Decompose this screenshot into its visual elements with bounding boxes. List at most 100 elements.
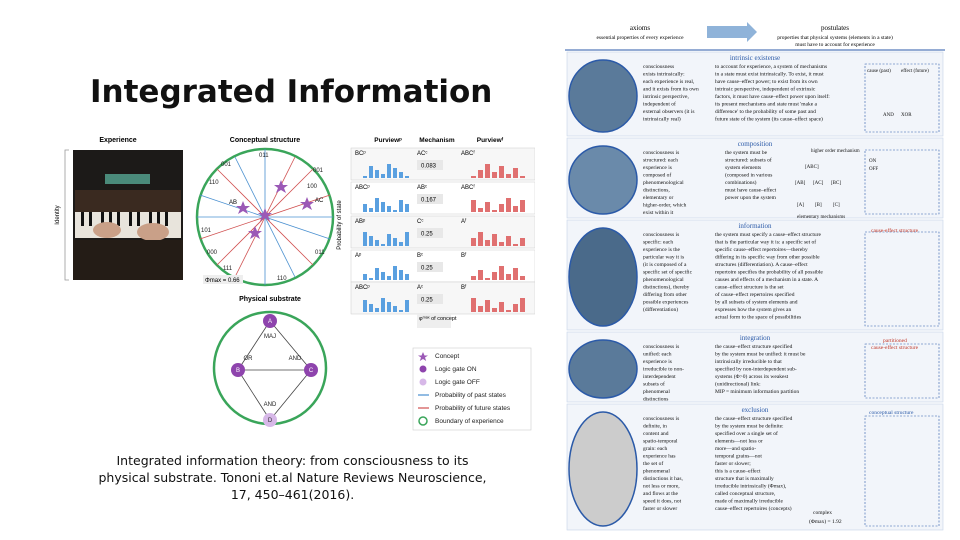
svg-text:D: D xyxy=(268,418,273,424)
node-ac: AC xyxy=(315,198,324,204)
piano-body xyxy=(75,190,181,212)
repertoire-row: ABᵖ Cᶜ Aᶠ0.25 xyxy=(351,216,535,248)
svg-text:called conceptual structure,: called conceptual structure, xyxy=(715,491,776,497)
section-photo xyxy=(569,412,637,526)
future-bar xyxy=(513,206,518,212)
past-bar xyxy=(399,270,403,280)
svg-text:factors, it must have cause–ef: factors, it must have cause–effect power… xyxy=(715,93,830,100)
section-title: exclusion xyxy=(742,406,769,414)
row-phi: 0.083 xyxy=(421,164,437,170)
past-bar xyxy=(399,310,403,312)
past-bar xyxy=(387,206,391,212)
section-photo xyxy=(569,340,637,398)
future-bar xyxy=(499,166,504,178)
svg-text:have cause–effect power; to ex: have cause–effect power; to exist from i… xyxy=(715,78,818,85)
future-bar xyxy=(485,278,490,280)
future-bar xyxy=(492,210,497,212)
phi-value-label: (Φmax) = 1.92 xyxy=(809,518,842,525)
svg-text:that is the particular way it: that is the particular way it is: a spec… xyxy=(715,239,816,246)
svg-text:structured: each: structured: each xyxy=(643,158,678,164)
svg-text:Logic gate ON: Logic gate ON xyxy=(435,366,477,373)
past-bar xyxy=(363,274,367,280)
svg-text:elementary or: elementary or xyxy=(643,195,674,201)
arrow-icon xyxy=(707,22,757,42)
svg-text:consciousness: consciousness xyxy=(643,64,674,70)
row-label-mech: Bᶜ xyxy=(417,253,423,259)
identity-label: Identity xyxy=(55,205,61,224)
svg-text:by all subsets of system eleme: by all subsets of system elements and xyxy=(715,299,798,306)
svg-text:faster or slower;: faster or slower; xyxy=(715,460,751,467)
future-bar xyxy=(506,236,511,246)
future-bar xyxy=(513,304,518,312)
concept-star-icon xyxy=(300,197,314,210)
svg-text:consciousness is: consciousness is xyxy=(643,344,679,350)
svg-text:Boundary of experience: Boundary of experience xyxy=(435,418,504,425)
section-title: integration xyxy=(740,334,771,342)
svg-text:the system must specify a caus: the system must specify a cause–effect s… xyxy=(715,231,821,238)
svg-text:001: 001 xyxy=(313,168,324,174)
gate-label-maj: MAJ xyxy=(264,334,276,340)
future-bar xyxy=(485,300,490,312)
past-bar xyxy=(405,176,409,178)
y-axis-label: Probability of state xyxy=(337,200,343,250)
past-bar xyxy=(381,244,385,246)
future-bar xyxy=(485,202,490,212)
hand-right xyxy=(137,223,169,241)
svg-text:structures (differentiation).: structures (differentiation). A cause–ef… xyxy=(715,261,808,268)
future-bar xyxy=(471,200,476,212)
row-label-past: Aᵖ xyxy=(355,253,362,259)
past-bar xyxy=(381,174,385,178)
svg-text:structure that is maximally: structure that is maximally xyxy=(715,476,774,482)
row-label-future: ABCᶠ xyxy=(461,184,475,191)
iit-left-figure: Experience Identity Conceptual structure… xyxy=(45,130,535,435)
svg-text:101: 101 xyxy=(201,228,212,234)
higher-order-label: higher order mechanism xyxy=(811,149,860,154)
future-bar xyxy=(471,298,476,312)
svg-text:to account for experience, a s: to account for experience, a system of m… xyxy=(715,63,827,70)
past-bar xyxy=(399,200,403,212)
svg-text:cause–effect structure is the: cause–effect structure is the set xyxy=(715,284,784,291)
concept-star-icon xyxy=(274,180,288,193)
svg-text:difference' to the probability: difference' to the probability of some p… xyxy=(715,108,816,115)
row-label-past: ABCᵖ xyxy=(355,285,370,291)
svg-text:elements—not less or: elements—not less or xyxy=(715,439,763,445)
future-bar xyxy=(492,308,497,312)
past-bar xyxy=(387,302,391,312)
svg-text:100: 100 xyxy=(307,184,318,190)
svg-text:future state of the system (it: future state of the system (its cause–ef… xyxy=(715,116,823,123)
svg-text:systems (Φ>0) across its weake: systems (Φ>0) across its weakest xyxy=(715,373,789,380)
svg-text:higher-order, which: higher-order, which xyxy=(643,203,687,209)
svg-text:made of maximally irreducible: made of maximally irreducible xyxy=(715,498,784,505)
svg-text:irreducible to non-: irreducible to non- xyxy=(643,367,684,373)
svg-text:by the system must be definite: by the system must be definite: xyxy=(715,423,784,430)
dot-light-icon xyxy=(420,379,427,386)
past-bar xyxy=(387,164,391,178)
future-bar xyxy=(499,302,504,312)
row-label-mech: ABᶜ xyxy=(417,185,427,191)
section-photo xyxy=(569,228,637,326)
svg-text:exists intrinsically:: exists intrinsically: xyxy=(643,72,685,78)
slide-title: Integrated Information xyxy=(90,74,492,110)
col-purview-future: Purviewᶠ xyxy=(477,137,504,144)
row-phi: 0.25 xyxy=(421,232,433,238)
svg-text:cause–effect repertoires (conc: cause–effect repertoires (concepts) xyxy=(715,505,792,512)
svg-text:of cause–effect repertoires sp: of cause–effect repertoires specified xyxy=(715,291,795,298)
figure-caption: Integrated information theory: from cons… xyxy=(95,452,490,503)
future-bar xyxy=(499,266,504,280)
elementary-label: elementary mechanisms xyxy=(797,215,845,220)
svg-text:(differentiation): (differentiation) xyxy=(643,306,678,313)
svg-text:particular way it is: particular way it is xyxy=(643,255,684,261)
svg-text:actual form to the space of p: actual form to the space of possibilitie… xyxy=(715,314,801,321)
future-bar xyxy=(478,306,483,312)
past-bar xyxy=(399,242,403,246)
future-bar xyxy=(506,174,511,178)
svg-text:definite, in: definite, in xyxy=(643,423,667,430)
section-photo xyxy=(569,146,637,214)
svg-text:not less or more,: not less or more, xyxy=(643,484,680,490)
svg-text:experience is: experience is xyxy=(643,165,672,171)
piano-lower xyxy=(73,240,183,280)
svg-text:structured: subsets of: structured: subsets of xyxy=(725,157,772,164)
row-phi: 0.25 xyxy=(421,266,433,272)
effect-future-label: effect (future) xyxy=(901,69,929,74)
future-bar xyxy=(520,200,525,212)
